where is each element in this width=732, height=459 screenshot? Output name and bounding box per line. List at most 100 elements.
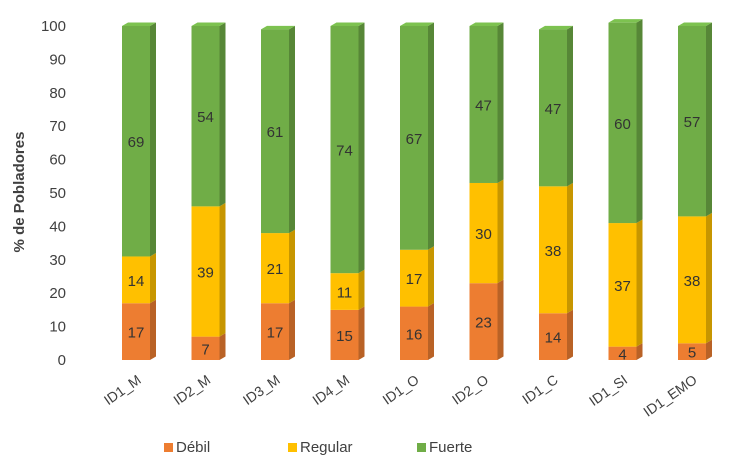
bar-side xyxy=(497,179,504,284)
bar-top xyxy=(469,22,504,26)
x-category-label: ID1_C xyxy=(519,371,561,407)
bar-side xyxy=(706,339,712,360)
bar-front xyxy=(191,206,220,337)
data-label: 67 xyxy=(406,131,423,148)
bar-segment: 69 xyxy=(122,22,156,257)
bar-front xyxy=(539,29,567,187)
y-tick-label: 10 xyxy=(49,319,66,336)
bar-segment: 38 xyxy=(678,212,712,344)
legend-item: Regular xyxy=(288,439,353,456)
data-label: 54 xyxy=(197,109,214,126)
bar-front xyxy=(469,182,498,284)
bar-segment: 30 xyxy=(469,179,504,284)
bar-segment: 17 xyxy=(400,246,434,307)
bar-segment: 60 xyxy=(608,19,643,224)
y-tick-label: 100 xyxy=(41,18,66,35)
bar-front xyxy=(122,256,150,304)
y-axis-ticks: 0 10 20 30 40 50 60 70 80 90 100 xyxy=(41,18,66,369)
data-label: 74 xyxy=(336,143,353,160)
bar-top xyxy=(261,25,295,30)
bar-top xyxy=(608,19,643,23)
data-label: 16 xyxy=(406,326,423,343)
bar-side xyxy=(358,22,365,274)
bar-front xyxy=(469,283,498,360)
bar-side xyxy=(706,22,712,217)
bar-side xyxy=(219,22,226,207)
bar-top xyxy=(122,22,156,26)
bar-front xyxy=(122,303,150,360)
bar-front xyxy=(191,336,220,360)
bar-front xyxy=(330,273,359,310)
legend: Débil Regular Fuerte xyxy=(164,439,472,456)
bar-segment: 23 xyxy=(469,279,504,360)
bar-side xyxy=(428,246,434,307)
data-label: 61 xyxy=(267,124,284,141)
y-tick-label: 90 xyxy=(49,51,66,68)
data-label: 17 xyxy=(406,271,423,288)
x-category-label: ID1_M xyxy=(101,371,144,408)
data-label: 5 xyxy=(688,345,696,362)
bar-side xyxy=(289,25,295,234)
x-category-label: ID1_O xyxy=(379,371,421,407)
bar-segment: 14 xyxy=(539,309,573,360)
data-label: 60 xyxy=(614,116,631,133)
bar-segment: 17 xyxy=(122,299,156,360)
bar-segment: 17 xyxy=(261,299,295,360)
bar-side xyxy=(567,309,573,360)
data-label: 15 xyxy=(336,328,353,345)
bar-segment: 47 xyxy=(469,22,504,183)
bar-side xyxy=(219,202,226,337)
data-label: 57 xyxy=(684,114,701,131)
data-label: 38 xyxy=(545,243,562,260)
bar-side xyxy=(706,212,712,344)
bar-segment: 57 xyxy=(678,22,712,217)
bar-front xyxy=(608,346,637,360)
bar-side xyxy=(289,229,295,304)
bar-side xyxy=(497,279,504,360)
data-label: 47 xyxy=(475,97,492,114)
bar-side xyxy=(636,19,643,224)
x-category-label: ID4_M xyxy=(309,371,352,408)
legend-label: Regular xyxy=(300,439,353,456)
bar-front xyxy=(400,26,428,250)
bar-segment: 15 xyxy=(330,306,365,360)
y-tick-label: 60 xyxy=(49,152,66,169)
bar-front xyxy=(261,29,289,234)
bar-top xyxy=(678,22,712,26)
bar-side xyxy=(497,22,504,183)
bar-side xyxy=(150,22,156,257)
data-label: 17 xyxy=(267,325,284,342)
data-label: 21 xyxy=(267,261,284,278)
legend-swatch xyxy=(164,443,173,452)
bar-segment: 74 xyxy=(330,22,365,274)
bar-front xyxy=(539,313,567,360)
bar-side xyxy=(150,252,156,304)
bar-segment: 47 xyxy=(539,25,573,187)
bar-front xyxy=(469,26,498,183)
data-label: 47 xyxy=(545,101,562,118)
legend-swatch xyxy=(288,443,297,452)
bar-front xyxy=(191,26,220,207)
bar-segment: 5 xyxy=(678,339,712,362)
data-label: 17 xyxy=(128,325,145,342)
bar-segment: 61 xyxy=(261,25,295,234)
bar-front xyxy=(678,26,706,217)
bar-side xyxy=(567,25,573,187)
x-category-label: ID1_EMO xyxy=(640,371,700,419)
bar-side xyxy=(358,306,365,360)
data-label: 39 xyxy=(197,264,214,281)
bar-front xyxy=(330,309,359,360)
bar-front xyxy=(330,26,359,274)
y-axis-title: % de Pobladores xyxy=(11,132,28,253)
bar-front xyxy=(539,186,567,314)
legend-swatch xyxy=(417,443,426,452)
bar-front xyxy=(678,343,706,360)
data-label: 14 xyxy=(545,330,562,347)
x-axis-categories: ID1_M ID2_M ID3_M ID4_M ID1_O ID2_O ID1_C ID1_S… xyxy=(101,371,700,419)
y-tick-label: 50 xyxy=(49,185,66,202)
bar-top xyxy=(330,22,365,26)
bar-front xyxy=(261,303,289,360)
bar-segment: 67 xyxy=(400,22,434,250)
bar-front xyxy=(608,22,637,224)
